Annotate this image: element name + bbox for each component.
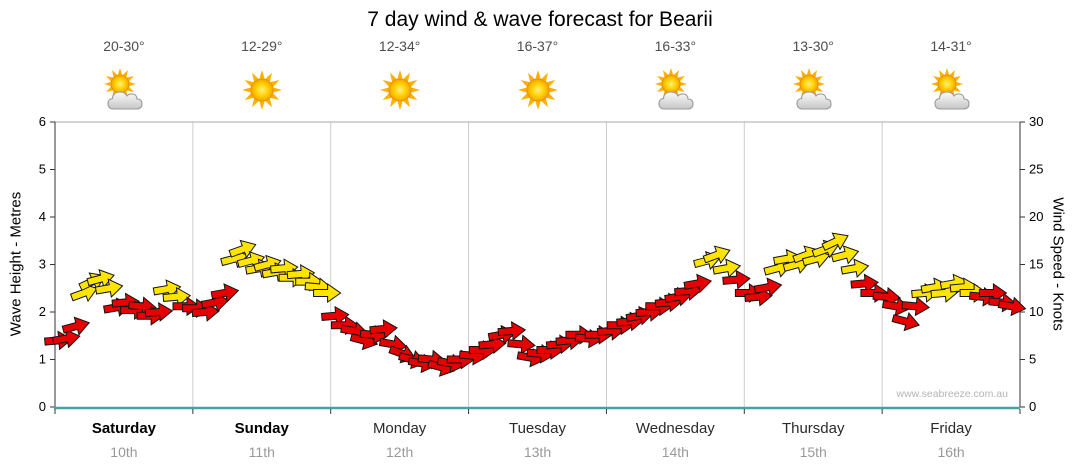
right-tick-label: 20 (1029, 209, 1043, 224)
watermark: www.seabreeze.com.au (896, 388, 1008, 400)
temp-range: 13-30° (792, 38, 834, 54)
right-tick-label: 25 (1029, 162, 1043, 177)
day-date: 16th (937, 444, 965, 460)
wind-arrow (978, 283, 1008, 303)
day-name: Monday (372, 420, 427, 437)
weather-icon-partly-cloudy (655, 68, 694, 110)
day-name: Thursday (781, 420, 845, 437)
day-date: 15th (799, 444, 827, 460)
wind-arrow (94, 278, 124, 299)
wind-arrow (997, 296, 1027, 317)
weather-icon-sunny (241, 70, 282, 110)
weather-icon-sunny (517, 70, 558, 110)
wind-arrow (821, 232, 849, 252)
right-tick-label: 15 (1029, 257, 1043, 272)
wind-arrow (313, 283, 342, 303)
day-name-row: Saturday Sunday Monday Tuesday Wednesday Thur… (0, 420, 1080, 438)
cloud (107, 91, 143, 110)
wind-arrow (901, 296, 931, 317)
left-tick-label: 4 (39, 209, 46, 224)
temp-range: 20-30° (103, 38, 145, 54)
cloud (658, 91, 694, 110)
wind-arrow (162, 286, 192, 307)
temp-range: 12-34° (378, 38, 421, 54)
weather-icon-partly-cloudy (103, 68, 143, 110)
weather-icon-partly-cloudy (931, 68, 970, 110)
wind-arrow (228, 239, 257, 259)
day-date: 10th (110, 444, 138, 460)
temperature-row: 20-30° 12-29° 12-34° 16-37° 16-33° 13-30° 14-3… (0, 38, 1080, 56)
day-name: Sunday (234, 420, 289, 437)
weather-icon-row (0, 68, 1080, 114)
day-date: 12th (386, 444, 414, 460)
day-date: 11th (248, 444, 275, 460)
day-name: Tuesday (508, 420, 566, 437)
wind-arrow (753, 277, 783, 298)
weather-icon-sunny (379, 70, 420, 110)
wind-arrow (144, 302, 174, 322)
temp-range: 14-31° (930, 38, 972, 54)
cloud (934, 91, 970, 110)
left-tick-label: 6 (39, 114, 46, 129)
right-tick-label: 0 (1029, 399, 1036, 414)
wind-arrow (830, 245, 860, 265)
wind-arrow (850, 273, 880, 294)
wind-arrow (210, 283, 240, 303)
weather-icon-partly-cloudy (793, 68, 832, 110)
right-tick-label: 10 (1029, 304, 1043, 319)
sun-disc (250, 78, 274, 102)
left-tick-label: 1 (39, 352, 46, 367)
temp-range: 12-29° (241, 38, 283, 54)
wind-arrow (497, 321, 527, 341)
left-tick-label: 3 (39, 257, 46, 272)
temp-range: 16-33° (654, 38, 697, 54)
day-date: 14th (661, 444, 689, 460)
day-name: Friday (930, 420, 972, 437)
left-tick-label: 0 (39, 399, 46, 414)
wind-arrow (840, 258, 870, 279)
wind-arrow (61, 316, 91, 336)
temp-range: 16-37° (516, 38, 559, 54)
left-tick-label: 5 (39, 162, 46, 177)
left-tick-label: 2 (39, 304, 46, 319)
wind-arrow (712, 258, 742, 279)
wind-arrow (702, 245, 731, 265)
wind-arrow (369, 319, 398, 339)
day-name: Wednesday (635, 420, 715, 437)
wind-arrow (52, 328, 81, 349)
sun-disc (526, 78, 549, 102)
chart-title: 7 day wind & wave forecast for Bearii (367, 8, 713, 31)
right-tick-label: 30 (1029, 114, 1043, 129)
wind-arrow (683, 273, 713, 294)
sun-disc (388, 78, 412, 102)
cloud (796, 91, 832, 110)
wind-arrow (891, 312, 920, 332)
wind-arrow (722, 269, 751, 290)
day-name: Saturday (91, 420, 157, 437)
day-date-row: 10th 11th 12th 13th 14th 15th 16th (0, 444, 1080, 462)
day-date: 13th (523, 444, 552, 460)
wind-arrow (321, 305, 350, 326)
right-tick-label: 5 (1029, 352, 1036, 367)
